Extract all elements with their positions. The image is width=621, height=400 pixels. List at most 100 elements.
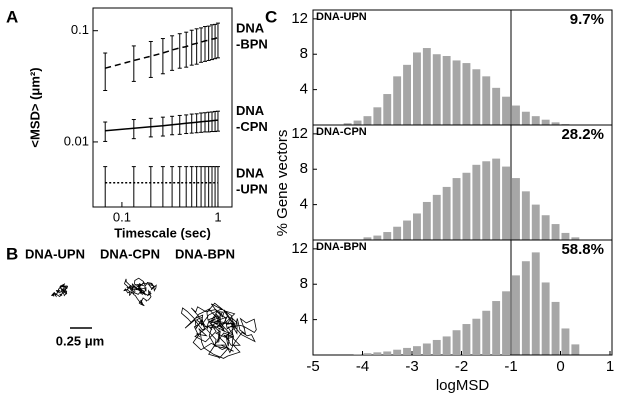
bar — [551, 301, 560, 355]
bar — [432, 194, 441, 240]
bar — [422, 48, 431, 125]
fraction-annotation: 28.2% — [561, 126, 604, 143]
bar — [512, 178, 520, 240]
error-bar — [160, 116, 165, 137]
label-part: DNA — [236, 166, 265, 181]
error-bar — [177, 33, 182, 69]
bar — [452, 60, 461, 125]
bar — [462, 172, 471, 240]
x-tick-label: -5 — [306, 358, 319, 375]
bar — [422, 343, 431, 355]
bar — [373, 107, 382, 125]
bar — [512, 275, 520, 355]
bar — [541, 282, 550, 355]
bar — [442, 56, 451, 125]
error-bar — [148, 40, 153, 78]
error-bar — [194, 28, 199, 65]
error-bar — [184, 31, 189, 68]
bar — [373, 235, 382, 240]
error-bar — [170, 35, 175, 71]
label-part: -BPN — [236, 37, 268, 52]
bar — [462, 63, 471, 125]
bar — [541, 119, 550, 125]
error-bar — [194, 113, 199, 134]
error-bar — [160, 166, 165, 208]
x-axis-title: logMSD — [436, 377, 490, 394]
bar — [541, 215, 550, 240]
bar — [521, 111, 530, 125]
x-tick-label: 0 — [556, 358, 564, 375]
bar — [432, 339, 441, 355]
error-bar — [210, 111, 215, 133]
error-bar — [103, 166, 108, 208]
bar — [393, 226, 402, 240]
x-tick-label: -2 — [455, 358, 468, 375]
bar — [373, 352, 382, 355]
x-tick-label: 0.1 — [113, 209, 131, 224]
trajectory — [123, 277, 157, 307]
bar — [561, 232, 570, 240]
label-part: -UPN — [236, 182, 268, 197]
error-bar — [210, 24, 215, 61]
error-bar — [184, 114, 189, 135]
bar — [363, 237, 372, 240]
error-bar — [189, 166, 194, 208]
error-bar — [184, 166, 189, 208]
error-bar — [103, 121, 108, 142]
bar — [561, 328, 570, 355]
error-bar — [103, 52, 108, 91]
trajectory — [181, 302, 257, 359]
y-tick-label: 12 — [291, 240, 308, 257]
error-bar — [203, 112, 208, 133]
bar — [442, 186, 451, 240]
error-bar — [177, 166, 182, 208]
bar — [551, 224, 560, 240]
bar — [551, 122, 560, 125]
error-bar — [170, 115, 175, 136]
bar — [482, 161, 491, 240]
bar — [531, 252, 540, 355]
error-bar — [215, 22, 220, 59]
trajectory-label: DNA-BPN — [175, 246, 235, 261]
bar — [363, 353, 372, 355]
bar — [353, 120, 362, 125]
label-part: DNA — [236, 21, 265, 36]
bar — [363, 116, 372, 125]
bar — [512, 105, 520, 125]
label-part: -CPN — [236, 120, 268, 135]
error-bar — [131, 119, 136, 140]
y-tick-label: 0.1 — [71, 22, 89, 37]
bar — [422, 201, 431, 240]
x-tick-label: 1 — [606, 358, 614, 375]
error-bar — [213, 110, 218, 133]
error-bar — [199, 166, 204, 208]
bar — [383, 232, 392, 240]
error-bar — [213, 23, 218, 60]
histogram-name: DNA-UPN — [316, 11, 367, 23]
bar — [343, 123, 352, 125]
bar — [462, 324, 471, 355]
bar — [502, 166, 510, 240]
y-tick-label: 0.01 — [64, 133, 89, 148]
y-tick-label: 4 — [300, 81, 308, 98]
y-tick-label: 4 — [300, 196, 308, 213]
trajectory-label: DNA-UPN — [25, 246, 85, 261]
bar — [393, 349, 402, 355]
scale-bar-label: 0.25 μm — [56, 333, 104, 348]
error-bar — [203, 166, 208, 208]
bar — [571, 344, 580, 355]
trajectory — [51, 283, 69, 298]
y-tick-label: 8 — [300, 160, 308, 177]
error-bar — [199, 112, 204, 133]
histogram-name: DNA-BPN — [316, 241, 367, 253]
y-tick-label: 8 — [300, 45, 308, 62]
bar — [521, 191, 530, 240]
x-tick-label: 1 — [214, 209, 221, 224]
error-bar — [148, 166, 153, 208]
bar — [521, 261, 530, 355]
bar — [531, 204, 540, 240]
bar — [482, 76, 491, 125]
bar — [482, 310, 491, 355]
label-part: DNA — [236, 104, 265, 119]
